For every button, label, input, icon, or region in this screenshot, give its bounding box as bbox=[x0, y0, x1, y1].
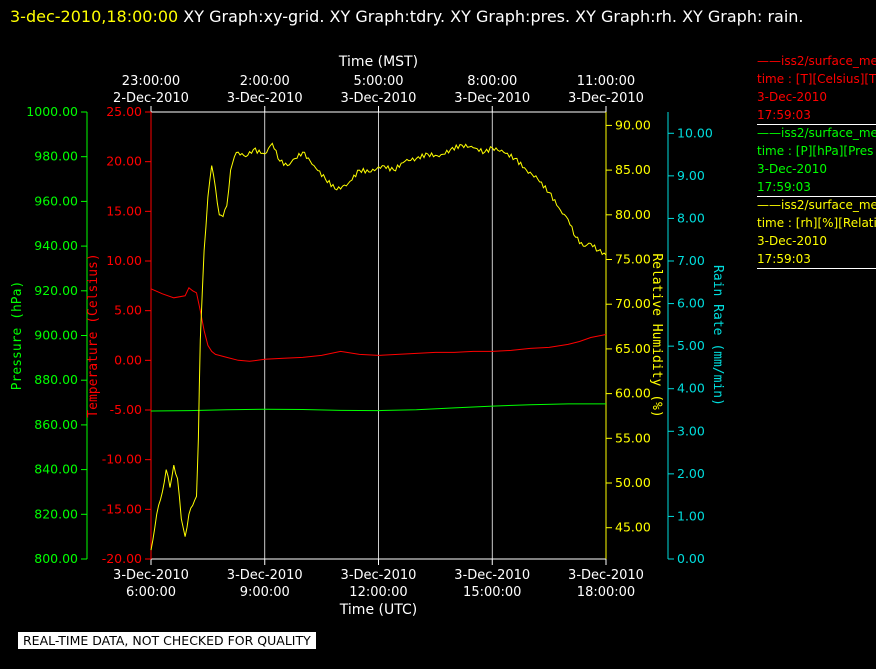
x-top-tick-time: 2:00:00 bbox=[240, 74, 290, 89]
legend-date: 3-Dec-2010 bbox=[757, 162, 828, 176]
rain-tick-label: 10.00 bbox=[677, 125, 713, 140]
legend-variable: time : [rh][%][Relati bbox=[757, 216, 876, 230]
temperature-tick-label: 15.00 bbox=[106, 203, 142, 218]
pressure-tick-label: 1000.00 bbox=[26, 104, 78, 119]
x-top-tick-time: 11:00:00 bbox=[577, 74, 635, 89]
temperature-tick-label: -20.00 bbox=[102, 551, 142, 566]
rain-tick-label: 2.00 bbox=[677, 466, 705, 481]
humidity-tick-label: 90.00 bbox=[615, 117, 651, 132]
x-bottom-tick-time: 15:00:00 bbox=[463, 585, 521, 600]
temperature-tick-label: 5.00 bbox=[114, 303, 142, 318]
quality-notice: REAL-TIME DATA, NOT CHECKED FOR QUALITY bbox=[18, 632, 316, 649]
humidity-axis-label: Relative Humidity (%) bbox=[649, 253, 664, 417]
rain-tick-label: 5.00 bbox=[677, 338, 705, 353]
x-bottom-tick-time: 6:00:00 bbox=[126, 585, 176, 600]
temperature-tick-label: 20.00 bbox=[106, 154, 142, 169]
pressure-tick-label: 880.00 bbox=[34, 372, 78, 387]
x-top-tick-time: 5:00:00 bbox=[353, 74, 403, 89]
title-timestamp: 3-dec-2010,18:00:00 bbox=[10, 7, 179, 26]
series-line-pressure bbox=[150, 403, 606, 412]
legend-series-name: ——iss2/surface_me bbox=[757, 198, 876, 212]
rain-axis-label: Rain Rate (mm/min) bbox=[710, 265, 725, 406]
x-bottom-tick-time: 9:00:00 bbox=[240, 585, 290, 600]
x-top-tick-date: 3-Dec-2010 bbox=[227, 91, 303, 106]
x-top-axis-label: Time (MST) bbox=[338, 54, 418, 70]
humidity-tick-label: 55.00 bbox=[615, 430, 651, 445]
humidity-tick-label: 50.00 bbox=[615, 475, 651, 490]
rain-tick-label: 1.00 bbox=[677, 508, 705, 523]
pressure-tick-label: 940.00 bbox=[34, 238, 78, 253]
rain-tick-label: 6.00 bbox=[677, 296, 705, 311]
temperature-axis-label: Temperature (Celsius) bbox=[86, 253, 101, 417]
humidity-tick-label: 65.00 bbox=[615, 341, 651, 356]
x-bottom-tick-date: 3-Dec-2010 bbox=[227, 568, 303, 583]
x-bottom-tick-date: 3-Dec-2010 bbox=[113, 568, 189, 583]
temperature-tick-label: -5.00 bbox=[110, 402, 142, 417]
humidity-tick-label: 80.00 bbox=[615, 207, 651, 222]
legend-series-name: ——iss2/surface_me bbox=[757, 126, 876, 140]
rain-tick-label: 9.00 bbox=[677, 168, 705, 183]
humidity-tick-label: 60.00 bbox=[615, 386, 651, 401]
x-top-tick-date: 3-Dec-2010 bbox=[341, 91, 417, 106]
pressure-tick-label: 980.00 bbox=[34, 149, 78, 164]
x-bottom-tick-time: 12:00:00 bbox=[349, 585, 407, 600]
rain-tick-label: 8.00 bbox=[677, 210, 705, 225]
pressure-tick-label: 820.00 bbox=[34, 506, 78, 521]
x-top-tick-date: 3-Dec-2010 bbox=[568, 91, 644, 106]
pressure-tick-label: 860.00 bbox=[34, 417, 78, 432]
humidity-tick-label: 85.00 bbox=[615, 162, 651, 177]
x-bottom-tick-date: 3-Dec-2010 bbox=[568, 568, 644, 583]
humidity-tick-label: 75.00 bbox=[615, 252, 651, 267]
graph-title: 3-dec-2010,18:00:00 XY Graph:xy-grid. XY… bbox=[10, 3, 860, 30]
pressure-tick-label: 920.00 bbox=[34, 283, 78, 298]
temperature-tick-label: -15.00 bbox=[102, 501, 142, 516]
x-top-tick-date: 3-Dec-2010 bbox=[454, 91, 530, 106]
legend-time: 17:59:03 bbox=[757, 178, 876, 197]
rain-tick-label: 3.00 bbox=[677, 423, 705, 438]
x-top-tick-time: 8:00:00 bbox=[467, 74, 517, 89]
x-bottom-axis-label: Time (UTC) bbox=[339, 602, 417, 618]
temperature-tick-label: -10.00 bbox=[102, 452, 142, 467]
legend-time: 17:59:03 bbox=[757, 250, 876, 269]
series-line-humidity bbox=[150, 142, 607, 551]
x-bottom-tick-date: 3-Dec-2010 bbox=[341, 568, 417, 583]
x-top-tick-time: 23:00:00 bbox=[122, 74, 180, 89]
x-bottom-tick-time: 18:00:00 bbox=[577, 585, 635, 600]
temperature-tick-label: 10.00 bbox=[106, 253, 142, 268]
series-line-temperature bbox=[150, 287, 607, 362]
humidity-tick-label: 45.00 bbox=[615, 520, 651, 535]
x-bottom-tick-date: 3-Dec-2010 bbox=[454, 568, 530, 583]
pressure-tick-label: 900.00 bbox=[34, 328, 78, 343]
temperature-tick-label: 25.00 bbox=[106, 104, 142, 119]
pressure-tick-label: 840.00 bbox=[34, 462, 78, 477]
legend-variable: time : [T][Celsius][T bbox=[757, 72, 876, 86]
pressure-tick-label: 800.00 bbox=[34, 551, 78, 566]
humidity-tick-label: 70.00 bbox=[615, 296, 651, 311]
x-top-tick-date: 2-Dec-2010 bbox=[113, 91, 189, 106]
rain-tick-label: 0.00 bbox=[677, 551, 705, 566]
temperature-tick-label: 0.00 bbox=[114, 352, 142, 367]
rain-tick-label: 4.00 bbox=[677, 381, 705, 396]
pressure-axis-label: Pressure (hPa) bbox=[10, 281, 25, 391]
legend-series-name: ——iss2/surface_me bbox=[757, 54, 876, 68]
legend-date: 3-Dec-2010 bbox=[757, 234, 828, 248]
pressure-tick-label: 960.00 bbox=[34, 193, 78, 208]
legend-date: 3-Dec-2010 bbox=[757, 90, 828, 104]
legend-variable: time : [P][hPa][Pres bbox=[757, 144, 874, 158]
title-graph-list: XY Graph:xy-grid. XY Graph:tdry. XY Grap… bbox=[178, 7, 804, 26]
rain-tick-label: 7.00 bbox=[677, 253, 705, 268]
legend-time: 17:59:03 bbox=[757, 106, 876, 125]
